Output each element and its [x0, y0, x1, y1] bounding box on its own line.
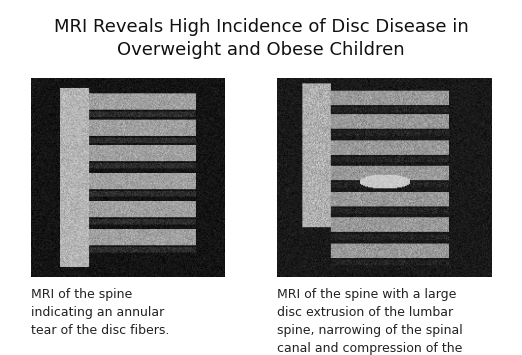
- Text: MRI of the spine
indicating an annular
tear of the disc fibers.: MRI of the spine indicating an annular t…: [31, 288, 170, 337]
- Text: MRI of the spine with a large
disc extrusion of the lumbar
spine, narrowing of t: MRI of the spine with a large disc extru…: [277, 288, 462, 355]
- Text: MRI Reveals High Incidence of Disc Disease in
Overweight and Obese Children: MRI Reveals High Incidence of Disc Disea…: [54, 18, 468, 59]
